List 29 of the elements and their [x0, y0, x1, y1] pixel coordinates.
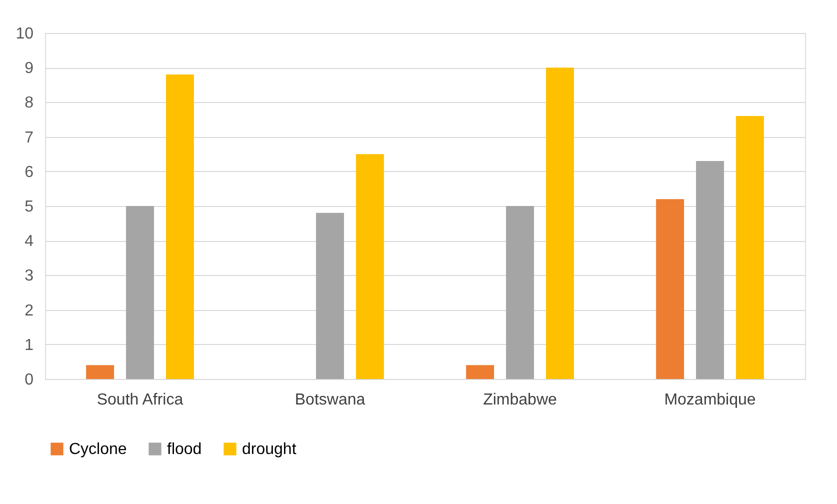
y-tick-label: 3: [24, 268, 34, 285]
legend-label: flood: [167, 441, 202, 458]
x-tick-label: Botswana: [294, 392, 366, 408]
bar: [546, 68, 574, 379]
legend-label: Cyclone: [69, 441, 127, 458]
bar: [736, 116, 764, 379]
bar: [466, 365, 494, 379]
bar: [166, 74, 194, 379]
y-tick-label: 6: [24, 164, 34, 181]
bar: [316, 212, 344, 379]
bar: [126, 206, 154, 379]
y-tick-label: 10: [16, 26, 34, 42]
y-tick-label: 1: [24, 336, 34, 354]
bar: [506, 206, 534, 379]
y-tick-label: 9: [24, 60, 34, 78]
y-tick-label: 5: [24, 198, 34, 216]
legend-label: drought: [242, 441, 297, 458]
bar: [356, 154, 384, 379]
x-tick-label: South Africa: [96, 392, 184, 408]
bar: [86, 365, 114, 379]
y-tick-label: 2: [24, 302, 34, 320]
y-tick-label: 8: [24, 94, 34, 112]
x-tick-label: Mozambique: [664, 392, 756, 408]
bar: [656, 199, 684, 379]
bar: [696, 161, 724, 379]
y-tick-label: 0: [24, 372, 34, 388]
y-tick-label: 4: [24, 233, 34, 250]
x-tick-label: Zimbabwe: [483, 392, 557, 408]
y-tick-label: 7: [24, 129, 34, 146]
